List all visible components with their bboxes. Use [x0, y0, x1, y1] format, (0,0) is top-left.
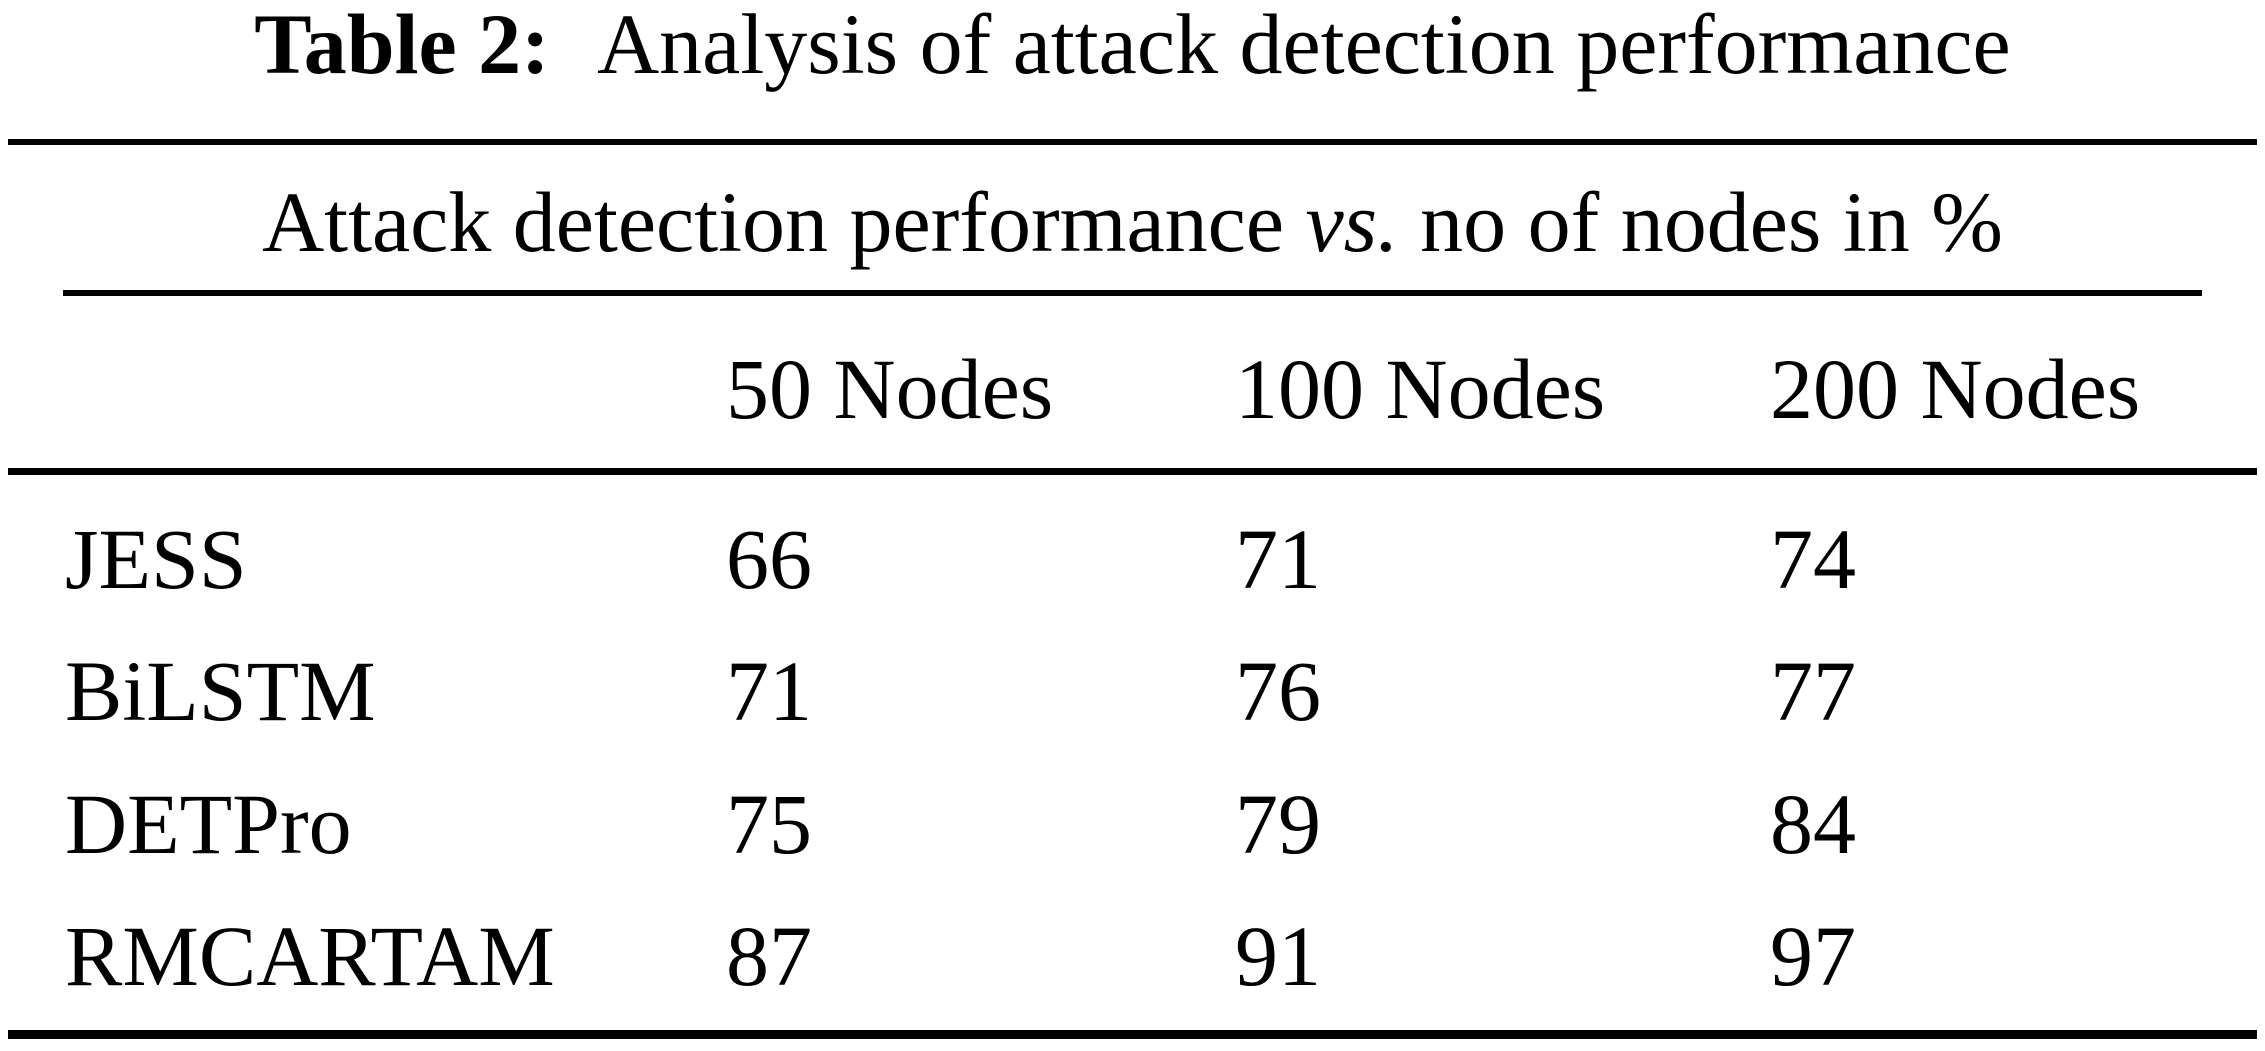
- rule-top: [8, 139, 2257, 145]
- cell-value: 77: [1770, 643, 1856, 739]
- table-subtitle: Attack detection performance vs. no of n…: [0, 179, 2265, 265]
- cell-value: 71: [726, 643, 812, 739]
- cell-value: 87: [726, 908, 812, 1004]
- cell-value: 97: [1770, 908, 1856, 1004]
- table-row: BiLSTM 71 76 77: [0, 648, 2265, 758]
- table-caption-label: Table 2:: [254, 0, 550, 92]
- table-header-row: 50 Nodes 100 Nodes 200 Nodes: [0, 346, 2265, 456]
- cell-value: 75: [726, 776, 812, 872]
- cell-value: 74: [1770, 511, 1856, 607]
- table-row: DETPro 75 79 84: [0, 781, 2265, 891]
- cell-value: 76: [1235, 643, 1321, 739]
- table-subtitle-vs: vs.: [1305, 174, 1399, 270]
- row-label: BiLSTM: [65, 643, 376, 739]
- table-row: RMCARTAM 87 91 97: [0, 913, 2265, 1023]
- column-header-100-nodes: 100 Nodes: [1235, 341, 1606, 437]
- table-caption: Table 2: Analysis of attack detection per…: [0, 1, 2265, 87]
- cell-value: 91: [1235, 908, 1321, 1004]
- table-row: JESS 66 71 74: [0, 516, 2265, 626]
- row-label: RMCARTAM: [65, 908, 555, 1004]
- table-caption-text: Analysis of attack detection performance: [597, 0, 2011, 92]
- column-header-200-nodes: 200 Nodes: [1770, 341, 2141, 437]
- column-header-50-nodes: 50 Nodes: [726, 341, 1054, 437]
- cell-value: 66: [726, 511, 812, 607]
- cell-value: 71: [1235, 511, 1321, 607]
- row-label: DETPro: [65, 776, 352, 872]
- rule-subtitle: [63, 290, 2202, 296]
- table-subtitle-post: no of nodes in %: [1420, 174, 2003, 270]
- cell-value: 79: [1235, 776, 1321, 872]
- cell-value: 84: [1770, 776, 1856, 872]
- rule-bottom: [8, 1030, 2257, 1039]
- rule-header: [8, 468, 2257, 475]
- table-subtitle-pre: Attack detection performance: [262, 174, 1284, 270]
- row-label: JESS: [65, 511, 247, 607]
